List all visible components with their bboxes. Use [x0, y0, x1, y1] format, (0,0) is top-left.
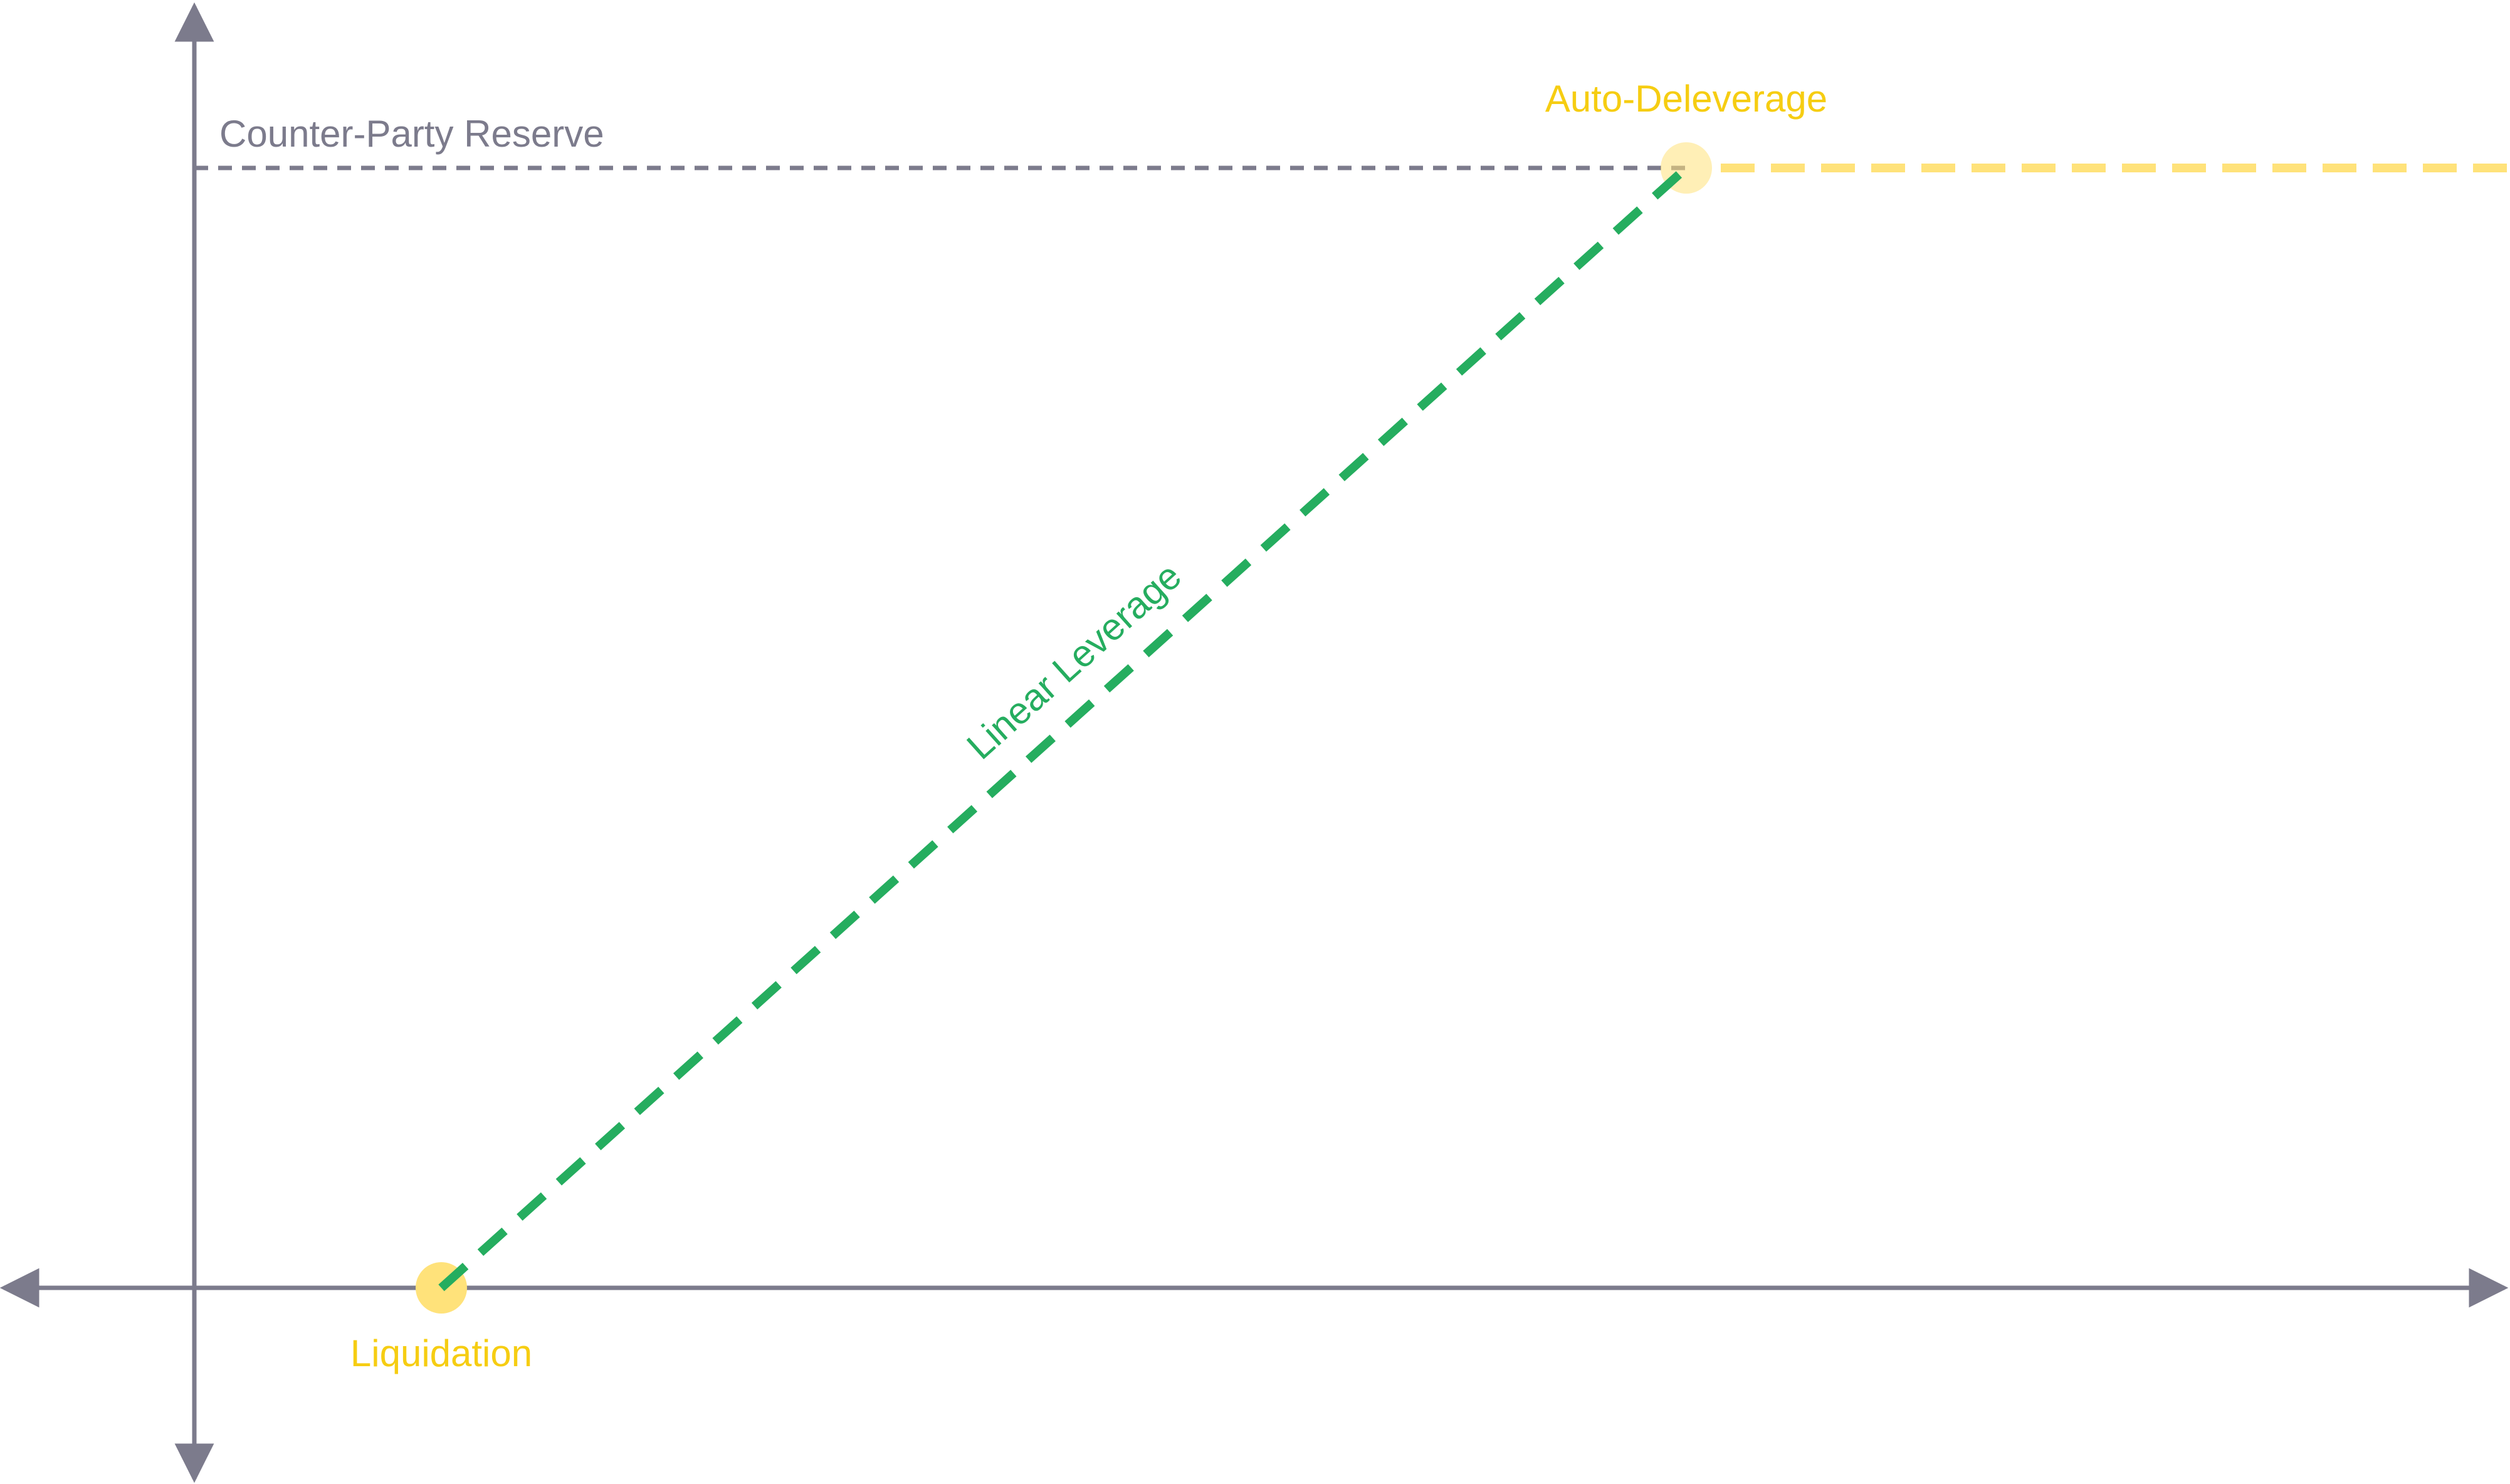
linear-leverage-label: Linear Leverage [959, 555, 1190, 767]
auto-deleverage-label: Auto-Deleverage [1545, 78, 1827, 120]
liquidation-label: Liquidation [350, 1332, 532, 1374]
linear-leverage-line [438, 164, 1689, 1292]
reserve-label: Counter-Party Reserve [219, 113, 604, 155]
